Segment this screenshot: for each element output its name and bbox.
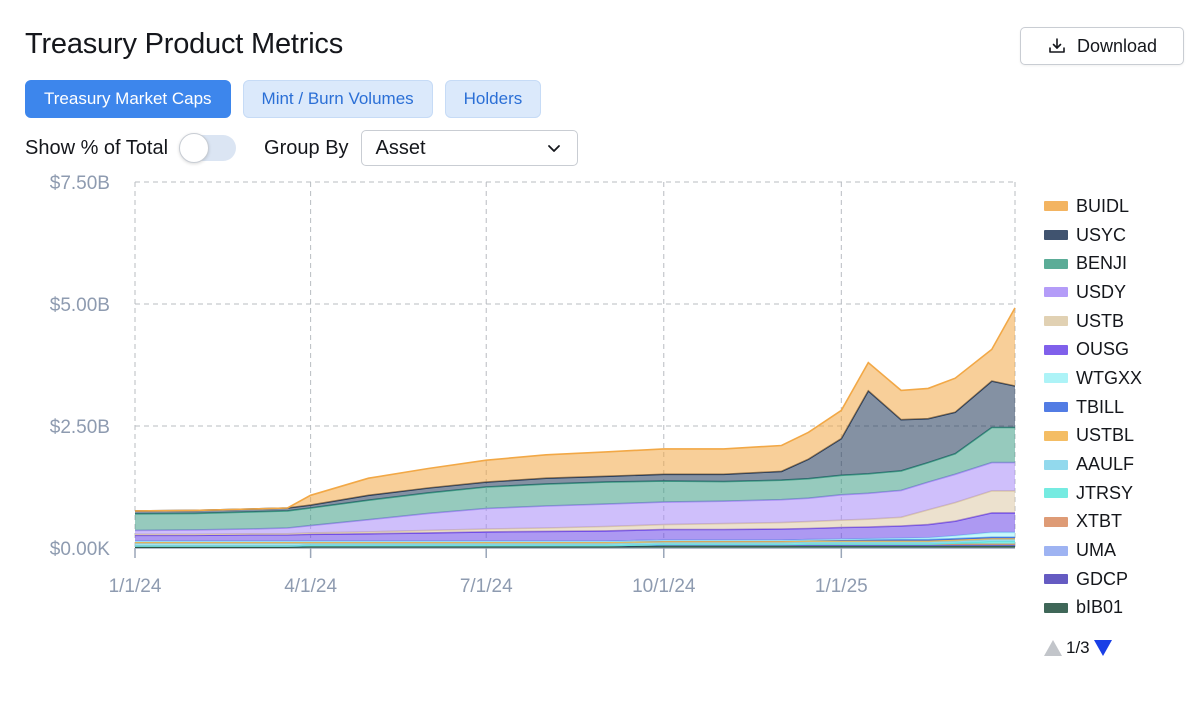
- legend-label: JTRSY: [1076, 482, 1134, 503]
- legend-swatch: [1044, 258, 1068, 269]
- legend-label: bIB01: [1076, 597, 1124, 618]
- legend-swatch: [1044, 430, 1068, 441]
- legend-page-indicator: 1/3: [1066, 638, 1090, 657]
- legend-prev-page-icon[interactable]: [1044, 640, 1062, 656]
- chevron-down-icon: [547, 145, 560, 152]
- page-title: Treasury Product Metrics: [25, 28, 344, 60]
- tab-holders[interactable]: Holders: [444, 80, 542, 118]
- x-tick-label: 1/1/24: [109, 576, 162, 597]
- group-by-select[interactable]: Asset: [360, 130, 578, 166]
- legend-item-aaulf[interactable]: AAULF: [1044, 450, 1194, 479]
- legend-pager: 1/3: [1044, 638, 1112, 658]
- legend-label: UMA: [1076, 540, 1116, 561]
- y-tick-label: $7.50B: [50, 173, 110, 194]
- legend-item-ustbl[interactable]: USTBL: [1044, 422, 1194, 451]
- legend-label: USYC: [1076, 224, 1127, 245]
- chart-legend: BUIDL USYC BENJI USDY USTB OUSG WTGXX TBILL USTB…: [1044, 192, 1194, 622]
- download-label: Download: [1076, 35, 1158, 56]
- legend-item-wtgxx[interactable]: WTGXX: [1044, 364, 1194, 393]
- chart-controls: Show % of Total Group By Asset: [25, 130, 578, 166]
- legend-swatch: [1044, 230, 1068, 241]
- legend-swatch: [1044, 574, 1068, 585]
- legend-swatch: [1044, 488, 1068, 499]
- legend-item-xtbt[interactable]: XTBT: [1044, 508, 1194, 537]
- legend-item-buidl[interactable]: BUIDL: [1044, 192, 1194, 221]
- tab-bar: Treasury Market Caps Mint / Burn Volumes…: [25, 80, 542, 118]
- legend-swatch: [1044, 602, 1068, 613]
- legend-item-gdcp[interactable]: GDCP: [1044, 565, 1194, 594]
- legend-label: USTBL: [1076, 425, 1135, 446]
- area-tbill: [135, 537, 1015, 543]
- legend-label: AAULF: [1076, 454, 1135, 475]
- legend-swatch: [1044, 344, 1068, 355]
- show-pct-label: Show % of Total: [25, 136, 169, 159]
- legend-label: OUSG: [1076, 339, 1130, 360]
- legend-label: WTGXX: [1076, 367, 1142, 388]
- x-tick-label: 10/1/24: [632, 576, 696, 597]
- legend-next-page-icon[interactable]: [1093, 640, 1112, 656]
- download-button[interactable]: Download: [1020, 27, 1184, 65]
- legend-item-ustb[interactable]: USTB: [1044, 307, 1194, 336]
- area-ustb: [135, 490, 1015, 536]
- stacked-area-chart: $0.00K $2.50B $5.00B $7.50B 1/1/24 4/1/24 7/1/…: [50, 173, 1016, 597]
- group-by-value: Asset: [375, 136, 426, 159]
- legend-item-benji[interactable]: BENJI: [1044, 249, 1194, 278]
- legend-item-usdy[interactable]: USDY: [1044, 278, 1194, 307]
- show-pct-toggle[interactable]: [179, 133, 237, 163]
- y-tick-label: $0.00K: [50, 539, 111, 560]
- download-icon: [1049, 38, 1065, 53]
- tab-mint-burn-volumes[interactable]: Mint / Burn Volumes: [242, 80, 433, 118]
- legend-label: USTB: [1076, 310, 1125, 331]
- legend-item-bib01[interactable]: bIB01: [1044, 594, 1194, 623]
- legend-item-uma[interactable]: UMA: [1044, 536, 1194, 565]
- group-by-label: Group By: [264, 136, 349, 159]
- x-tick-label: 4/1/24: [284, 576, 337, 597]
- area-buidl: [135, 307, 1015, 511]
- x-tick-label: 1/1/25: [815, 576, 868, 597]
- legend-swatch: [1044, 316, 1068, 327]
- area-usyc: [135, 381, 1015, 514]
- legend-label: GDCP: [1076, 568, 1129, 589]
- legend-label: USDY: [1076, 281, 1127, 302]
- area-benji: [135, 427, 1015, 531]
- legend-swatch: [1044, 402, 1068, 413]
- legend-label: BUIDL: [1076, 195, 1130, 216]
- legend-label: XTBT: [1076, 511, 1123, 532]
- toggle-knob: [179, 133, 210, 163]
- y-tick-label: $2.50B: [50, 417, 110, 438]
- x-tick-label: 7/1/24: [460, 576, 513, 597]
- legend-swatch: [1044, 459, 1068, 470]
- y-tick-label: $5.00B: [50, 295, 110, 316]
- legend-item-ousg[interactable]: OUSG: [1044, 335, 1194, 364]
- area-aaulf: [135, 539, 1015, 546]
- legend-label: BENJI: [1076, 253, 1128, 274]
- legend-item-tbill[interactable]: TBILL: [1044, 393, 1194, 422]
- legend-swatch: [1044, 287, 1068, 298]
- legend-swatch: [1044, 201, 1068, 212]
- legend-item-usyc[interactable]: USYC: [1044, 221, 1194, 250]
- legend-label: TBILL: [1076, 396, 1125, 417]
- tab-treasury-market-caps[interactable]: Treasury Market Caps: [25, 80, 231, 118]
- legend-swatch: [1044, 545, 1068, 556]
- line-buidl: [134, 307, 1016, 512]
- area-usdy: [135, 462, 1015, 535]
- legend-swatch: [1044, 373, 1068, 384]
- legend-item-jtrsy[interactable]: JTRSY: [1044, 479, 1194, 508]
- legend-swatch: [1044, 516, 1068, 527]
